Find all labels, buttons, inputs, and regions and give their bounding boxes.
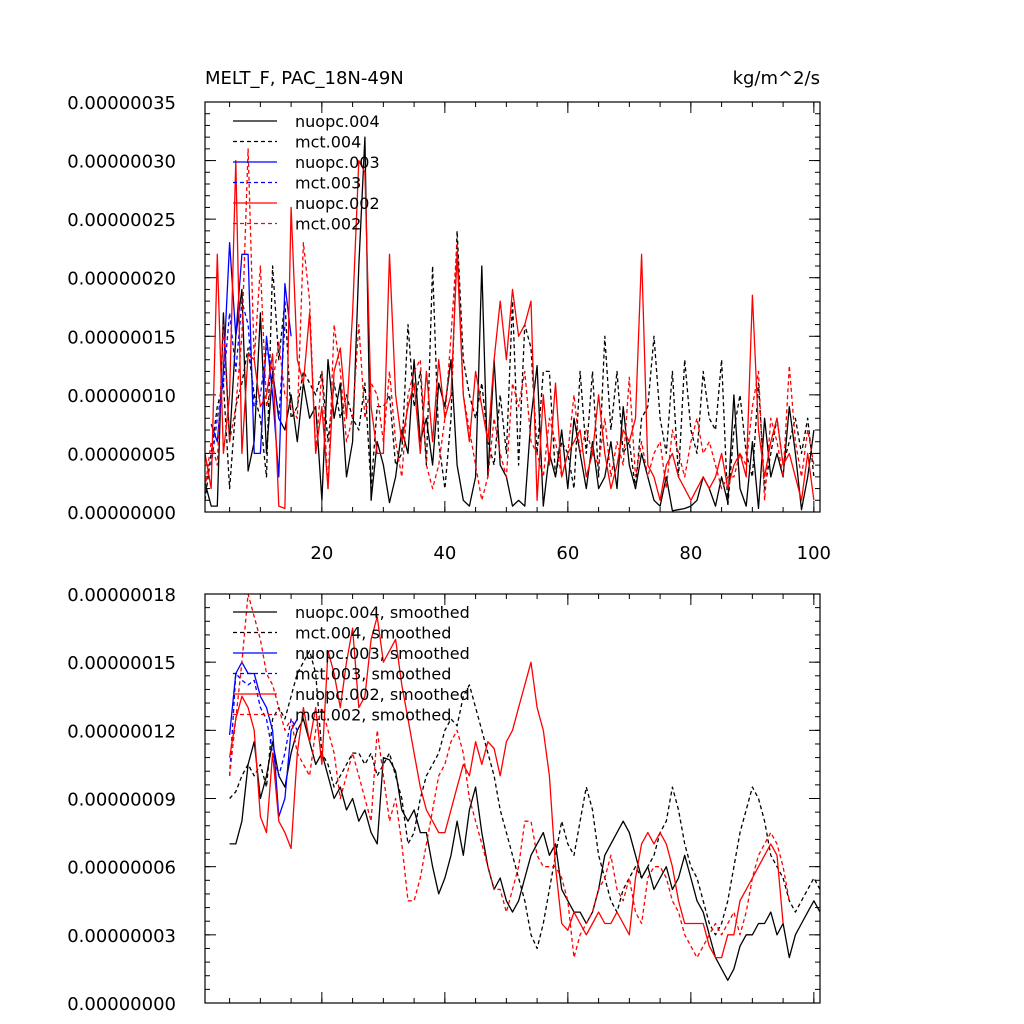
x-tick-label: 60: [556, 543, 579, 564]
legend-label: nuopc.004: [295, 112, 380, 131]
legend-label: mct.002, smoothed: [295, 706, 451, 725]
series-line-nuopc-003: [210, 241, 292, 478]
plot-frame: [204, 101, 821, 513]
series-line-mct-003-smoothed: [228, 672, 298, 777]
y-tick-label: 0.00000015: [67, 327, 176, 348]
series-line-nuopc-003-smoothed: [228, 661, 298, 818]
y-tick-label: 0.00000030: [67, 152, 176, 173]
x-tick-label: 80: [679, 543, 702, 564]
series-lines: [205, 136, 815, 512]
y-tick-label: 0.00000000: [67, 994, 176, 1015]
legend-label: mct.002: [295, 215, 361, 234]
plot-frame: [204, 593, 821, 1004]
y-tick-label: 0.00000009: [67, 790, 176, 811]
series-line-mct-002-smoothed: [228, 594, 790, 959]
y-tick-label: 0.00000006: [67, 858, 176, 879]
legend-label: nuopc.003, smoothed: [295, 644, 470, 663]
chart-title: MELT_F, PAC_18N-49N: [205, 68, 404, 89]
x-tick-label: 20: [310, 543, 333, 564]
bottom-chart-panel: 0.00000000 0.00000003 0.00000006 0.00000009…: [67, 585, 821, 1015]
legend-label: mct.003, smoothed: [295, 665, 451, 684]
series-lines: [228, 594, 820, 981]
y-tick-label: 0.00000018: [67, 585, 176, 606]
y-tick-label: 0.00000035: [67, 93, 176, 114]
top-chart-panel: MELT_F, PAC_18N-49N kg/m^2/s 20 40 60 80 100 0.…: [67, 68, 831, 564]
y-tick-label: 0.00000000: [67, 503, 176, 524]
y-tick-label: 0.00000003: [67, 926, 176, 947]
legend-label: nuopc.004, smoothed: [295, 603, 470, 622]
y-tick-label: 0.00000015: [67, 653, 176, 674]
series-line-nuopc-002-smoothed: [228, 616, 784, 959]
legend-label: mct.004: [295, 133, 361, 152]
y-tick-label: 0.00000005: [67, 444, 176, 465]
y-tick-label: 0.00000020: [67, 269, 176, 290]
x-tick-label: 40: [433, 543, 456, 564]
legend-label: nuopc.002, smoothed: [295, 685, 470, 704]
series-line-nuopc-004-smoothed: [229, 718, 820, 981]
series-line-mct-004: [205, 230, 815, 507]
legend-label: nuopc.003: [295, 153, 380, 172]
y-tick-label: 0.00000025: [67, 210, 176, 231]
legend-label: mct.004, smoothed: [295, 624, 451, 643]
chart-units: kg/m^2/s: [733, 68, 820, 89]
legend-label: mct.003: [295, 174, 361, 193]
series-line-nuopc-002: [205, 159, 815, 510]
y-tick-label: 0.00000010: [67, 386, 176, 407]
series-line-mct-004-smoothed: [229, 650, 820, 950]
legend-label: nuopc.002: [295, 194, 380, 213]
series-line-mct-002: [205, 148, 815, 501]
x-tick-label: 100: [797, 543, 831, 564]
series-line-nuopc-004: [205, 136, 815, 512]
y-tick-label: 0.00000012: [67, 721, 176, 742]
